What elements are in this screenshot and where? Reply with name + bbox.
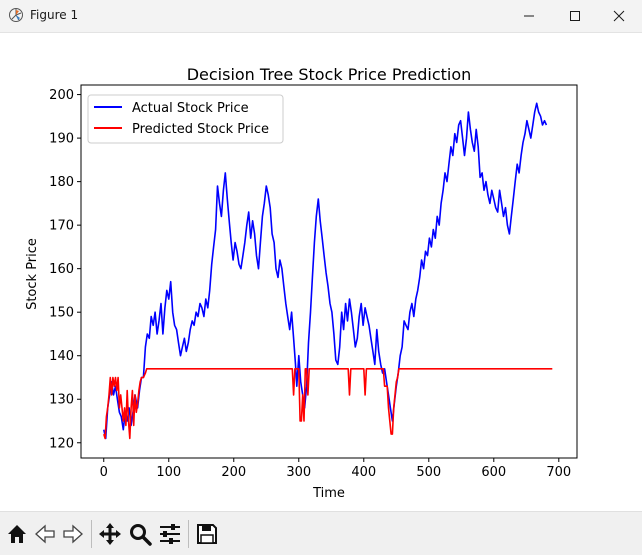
line-chart: Decision Tree Stock Price Prediction 0 10… — [25, 65, 578, 501]
configure-subplots-button[interactable] — [157, 521, 183, 547]
x-axis-label: Time — [312, 486, 345, 501]
x-tick-label: 100 — [156, 465, 181, 480]
legend-box — [87, 94, 284, 144]
y-tick-label: 190 — [49, 132, 74, 147]
y-tick-label: 120 — [49, 436, 74, 451]
legend-label-predicted: Predicted Stock Price — [132, 122, 269, 137]
y-tick-label: 150 — [49, 306, 74, 321]
save-button[interactable] — [194, 521, 220, 547]
navigation-toolbar — [0, 511, 642, 555]
zoom-button[interactable] — [127, 521, 153, 547]
minimize-icon — [524, 15, 534, 17]
home-icon — [8, 525, 26, 543]
window-titlebar: Figure 1 — [0, 0, 642, 33]
x-tick-label: 200 — [221, 465, 246, 480]
legend-label-actual: Actual Stock Price — [132, 101, 249, 116]
x-tick-label: 700 — [546, 465, 571, 480]
home-button[interactable] — [4, 521, 30, 547]
close-button[interactable] — [596, 0, 642, 32]
series-line-predicted — [103, 368, 553, 440]
window-title: Figure 1 — [30, 8, 79, 22]
y-tick-label: 180 — [49, 175, 74, 190]
series-layer — [103, 102, 553, 440]
pan-button[interactable] — [97, 521, 123, 547]
matplotlib-figure-icon — [9, 8, 23, 22]
close-icon — [613, 10, 625, 22]
x-tick-label: 600 — [481, 465, 506, 480]
minimize-button[interactable] — [506, 0, 552, 32]
y-tick-label: 160 — [49, 262, 74, 277]
back-button[interactable] — [32, 521, 58, 547]
x-tick-label: 500 — [416, 465, 441, 480]
maximize-button[interactable] — [552, 0, 598, 32]
plot-area — [80, 84, 578, 459]
x-tick-label: 0 — [100, 465, 108, 480]
forward-button[interactable] — [60, 521, 86, 547]
legend: Actual Stock Price Predicted Stock Price — [87, 94, 284, 144]
back-arrow-icon — [35, 524, 55, 544]
toolbar-separator — [91, 520, 92, 548]
maximize-icon — [570, 11, 580, 21]
chart-title: Decision Tree Stock Price Prediction — [187, 65, 472, 84]
zoom-magnifier-icon — [130, 524, 152, 546]
configure-subplots-icon — [160, 524, 180, 544]
x-tick-label: 300 — [286, 465, 311, 480]
y-axis-ticks: 120 130 140 150 160 170 180 190 200 — [49, 88, 81, 451]
y-tick-label: 140 — [49, 349, 74, 364]
toolbar-separator — [188, 520, 189, 548]
series-line-actual — [103, 102, 548, 440]
x-axis-ticks: 0 100 200 300 400 500 600 700 — [100, 458, 571, 480]
y-axis-label: Stock Price — [25, 238, 40, 310]
save-floppy-icon — [197, 524, 217, 544]
y-tick-label: 170 — [49, 219, 74, 234]
y-tick-label: 130 — [49, 393, 74, 408]
figure-canvas[interactable]: Decision Tree Stock Price Prediction 0 10… — [0, 33, 642, 511]
forward-arrow-icon — [63, 524, 83, 544]
pan-move-icon — [99, 523, 121, 545]
x-tick-label: 400 — [351, 465, 376, 480]
y-tick-label: 200 — [49, 88, 74, 103]
